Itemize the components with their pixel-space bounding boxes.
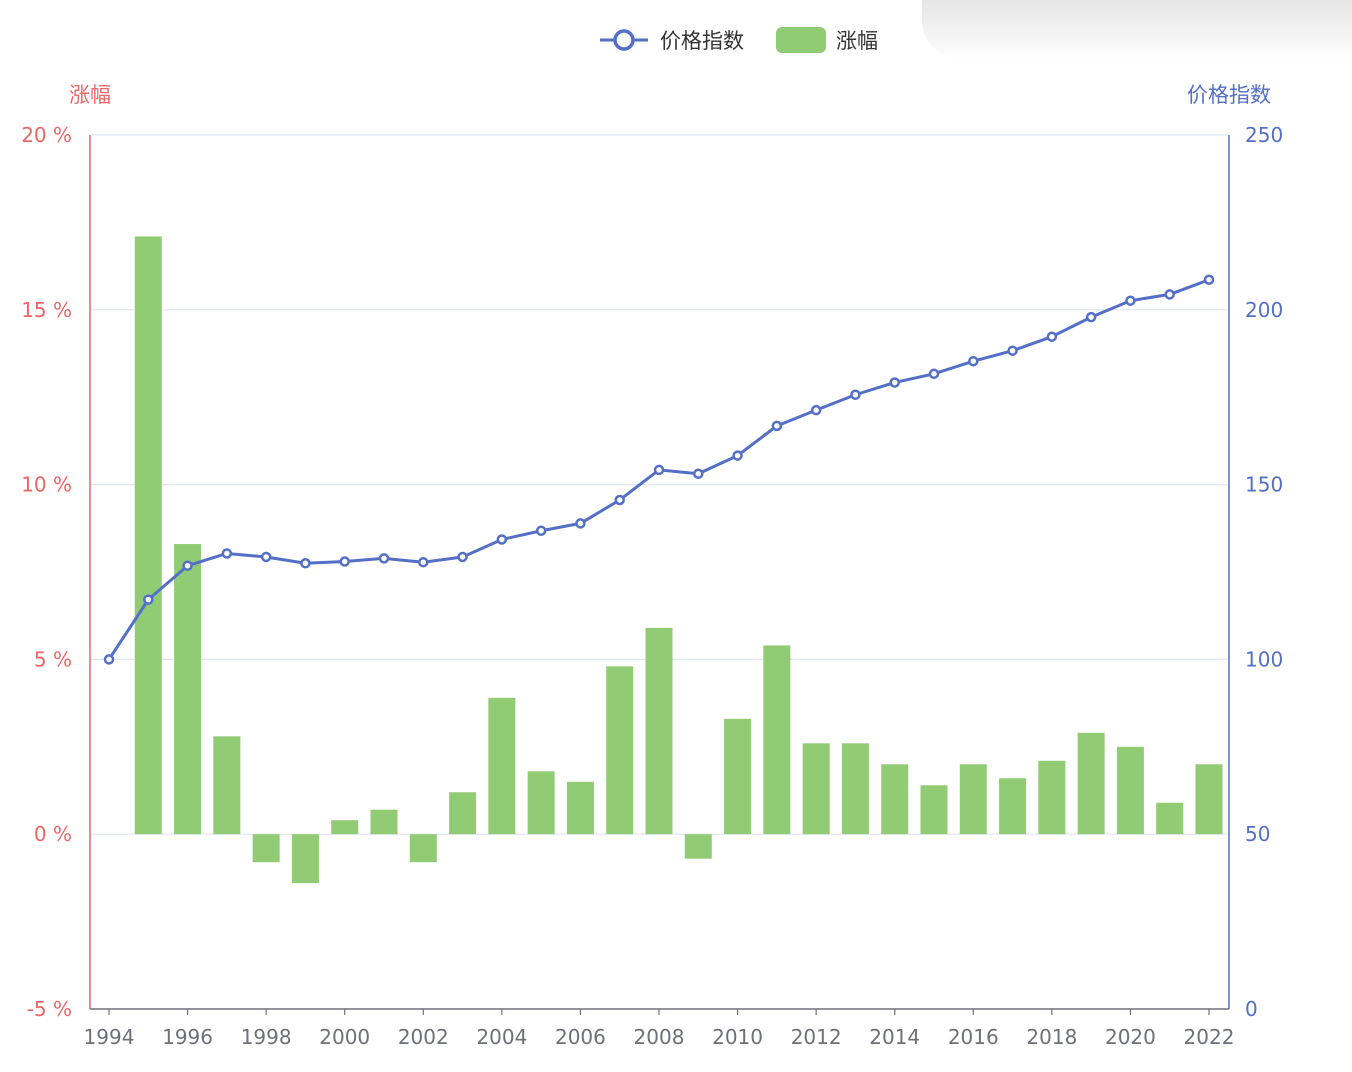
point-2004 <box>496 534 508 545</box>
bar-2013 <box>841 743 869 835</box>
point-2001 <box>378 553 390 564</box>
point-1994 <box>103 654 115 665</box>
bar-2007 <box>606 666 634 835</box>
left-tick-label: 0 % <box>34 822 72 846</box>
right-tick-label: 150 <box>1245 473 1283 497</box>
point-1995 <box>143 594 154 605</box>
bar-1998 <box>252 834 280 863</box>
bar-2020 <box>1116 746 1144 835</box>
right-axis-name: 价格指数 <box>1187 83 1271 107</box>
bar-2018 <box>1038 760 1066 835</box>
bar-2004 <box>488 697 516 835</box>
x-tick-label: 2016 <box>948 1025 999 1049</box>
bar-2001 <box>370 809 398 835</box>
point-1997 <box>221 548 233 559</box>
axes: -5 % 0 0 % 50 5 % 100 10 % 150 15 % 200 20 % 250 199… <box>21 123 1283 1049</box>
bar-1997 <box>213 736 241 835</box>
legend-label-price-index: 价格指数 <box>660 29 744 53</box>
left-tick-label: 10 % <box>21 473 72 497</box>
point-2009 <box>693 468 704 480</box>
point-2019 <box>1085 311 1097 323</box>
bar-2011 <box>763 645 791 835</box>
point-1996 <box>182 560 193 571</box>
point-2008 <box>653 464 665 476</box>
point-2000 <box>339 556 350 567</box>
bar-2017 <box>999 778 1027 835</box>
bar-2012 <box>802 743 830 835</box>
right-tick-label: 100 <box>1245 647 1283 671</box>
right-tick-label: 200 <box>1245 298 1283 322</box>
point-2003 <box>457 551 468 563</box>
point-2011 <box>771 420 783 432</box>
x-tick-label: 2000 <box>319 1025 370 1049</box>
line-circle-icon <box>613 29 635 51</box>
point-2016 <box>968 355 979 367</box>
x-tick-label: 1994 <box>84 1025 135 1049</box>
point-2021 <box>1164 289 1175 300</box>
x-tick-label: 2020 <box>1105 1025 1156 1049</box>
x-tick-label: 2010 <box>712 1025 763 1049</box>
x-tick-label: 2014 <box>869 1025 920 1049</box>
bar-2022 <box>1195 764 1223 835</box>
rounded-rect-icon <box>776 27 826 53</box>
right-tick-label: 0 <box>1245 997 1258 1021</box>
legend-item-change[interactable]: 涨幅 <box>776 27 878 53</box>
bar-2010 <box>724 718 752 835</box>
x-tick-label: 1996 <box>162 1025 213 1049</box>
point-2010 <box>732 450 743 461</box>
bar-series <box>134 236 1223 884</box>
point-2022 <box>1203 274 1215 285</box>
right-tick-label: 250 <box>1245 123 1283 147</box>
point-2005 <box>535 525 547 536</box>
point-2017 <box>1007 345 1018 356</box>
bar-2006 <box>566 781 594 835</box>
point-2006 <box>575 518 586 529</box>
line-series <box>103 274 1215 665</box>
point-1999 <box>300 558 311 569</box>
point-2014 <box>889 377 900 388</box>
left-axis-name: 涨幅 <box>69 83 111 107</box>
bar-1996 <box>174 544 202 835</box>
point-2015 <box>928 368 940 380</box>
point-2007 <box>614 494 625 506</box>
point-2012 <box>810 404 822 416</box>
bar-2002 <box>409 834 437 863</box>
left-tick-label: 15 % <box>21 298 72 322</box>
point-2020 <box>1125 295 1136 306</box>
left-tick-label: 5 % <box>34 647 72 671</box>
x-tick-label: 2008 <box>634 1025 685 1049</box>
bar-2000 <box>331 820 359 835</box>
left-tick-label: -5 % <box>27 997 72 1021</box>
bar-1995 <box>134 236 162 835</box>
bar-2021 <box>1156 802 1184 835</box>
x-tick-label: 1998 <box>241 1025 292 1049</box>
point-1998 <box>260 551 272 563</box>
x-tick-label: 2004 <box>476 1025 527 1049</box>
bar-2016 <box>959 764 987 835</box>
bar-2014 <box>881 764 909 835</box>
x-tick-label: 2022 <box>1184 1025 1235 1049</box>
legend-label-change: 涨幅 <box>836 29 878 53</box>
legend[interactable]: 价格指数 涨幅 <box>600 27 878 53</box>
bar-2003 <box>449 792 477 835</box>
left-tick-label: 20 % <box>21 123 72 147</box>
x-tick-label: 2006 <box>555 1025 606 1049</box>
legend-item-price-index[interactable]: 价格指数 <box>600 29 744 53</box>
bar-2019 <box>1077 732 1105 835</box>
right-tick-label: 50 <box>1245 822 1270 846</box>
x-tick-label: 2012 <box>791 1025 842 1049</box>
point-2002 <box>418 556 429 568</box>
bar-2009 <box>684 834 712 859</box>
bar-1999 <box>291 834 319 884</box>
bar-2015 <box>920 785 948 835</box>
x-tick-label: 2002 <box>398 1025 449 1049</box>
x-tick-label: 2018 <box>1026 1025 1077 1049</box>
bar-2005 <box>527 771 555 835</box>
point-2013 <box>850 389 861 401</box>
point-2018 <box>1046 331 1058 342</box>
bar-2008 <box>645 627 673 835</box>
